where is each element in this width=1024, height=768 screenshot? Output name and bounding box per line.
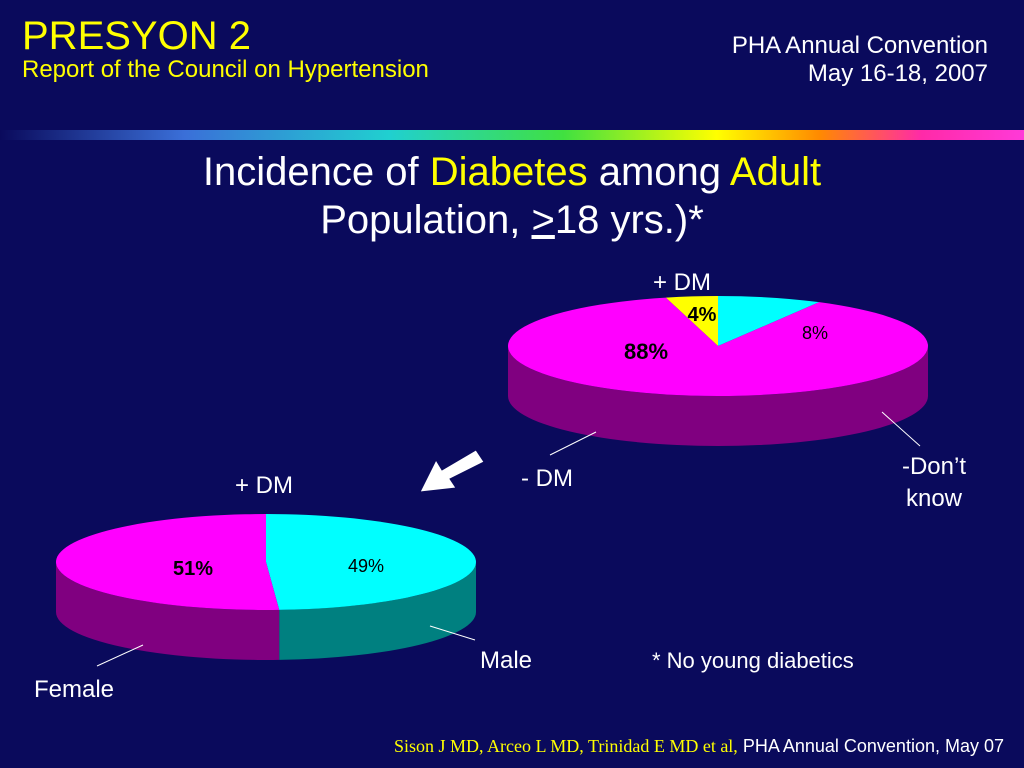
pie-slice-dm xyxy=(508,297,928,396)
rainbow-divider xyxy=(0,130,1024,140)
title-line2-ge: > xyxy=(531,198,555,242)
leader-line xyxy=(429,625,476,641)
pie-side-female xyxy=(56,562,280,660)
pie-value-label: 4% xyxy=(688,304,717,326)
pie-category-label: - DM xyxy=(521,465,573,492)
slide-title-line1: Incidence of Diabetes among Adult xyxy=(0,148,1024,196)
title-line2-a: Population, xyxy=(320,198,532,242)
arrow-icon xyxy=(419,449,485,493)
pie-slice-female xyxy=(55,514,280,611)
slide-title-line2: Population, >18 yrs.)* xyxy=(0,196,1024,244)
citation: Sison J MD, Arceo L MD, Trinidad E MD et… xyxy=(394,736,1004,757)
event-dates: May 16-18, 2007 xyxy=(807,60,988,87)
pie-category-label: know xyxy=(906,485,963,512)
event-info: PHA Annual Convention May 16-18, 2007 xyxy=(732,32,988,88)
event-name: PHA Annual Convention xyxy=(731,32,988,59)
leader-line xyxy=(881,411,921,447)
pie-value-label: 88% xyxy=(624,339,668,364)
pie-slice-don-t-know xyxy=(718,296,820,346)
pie-value-label: 49% xyxy=(348,556,384,576)
pie-category-label: -Don’t xyxy=(902,453,966,480)
citation-event: PHA Annual Convention, May 07 xyxy=(742,736,1004,756)
brand-subtitle: Report of the Council on Hypertension xyxy=(22,56,429,83)
pie-category-label: Female xyxy=(34,676,114,703)
title-part-diabetes: Diabetes xyxy=(429,150,588,194)
pie-side-male xyxy=(279,562,476,660)
pie-chart-1: 4% 8% 88% + DM -Don’t know - DM xyxy=(508,269,966,512)
citation-authors: Sison J MD, Arceo L MD, Trinidad E MD et… xyxy=(393,736,738,756)
pie-title: + DM xyxy=(235,472,293,499)
slide-title: Incidence of Diabetes among Adult Popula… xyxy=(0,148,1024,244)
pie-value-label: 8% xyxy=(802,323,828,343)
title-line2-c: 18 yrs.)* xyxy=(554,198,704,242)
pie-category-label: Male xyxy=(480,647,532,674)
pie-value-label: 51% xyxy=(173,558,213,580)
leader-line xyxy=(96,644,144,667)
pie-side-dm xyxy=(508,346,928,446)
footnote: * No young diabetics xyxy=(652,648,854,673)
pie-category-label: + DM xyxy=(653,269,711,296)
leader-line xyxy=(549,431,597,456)
pie-chart-2: 49% 51% Male Female + DM xyxy=(34,472,532,703)
title-part-adult: Adult xyxy=(729,150,822,194)
pie-slice-male xyxy=(266,514,476,610)
pie-slice-dm xyxy=(665,295,719,346)
title-part-3: among xyxy=(587,150,730,194)
brand-title: PRESYON 2 xyxy=(22,14,251,58)
title-part-1: Incidence of xyxy=(202,150,430,194)
